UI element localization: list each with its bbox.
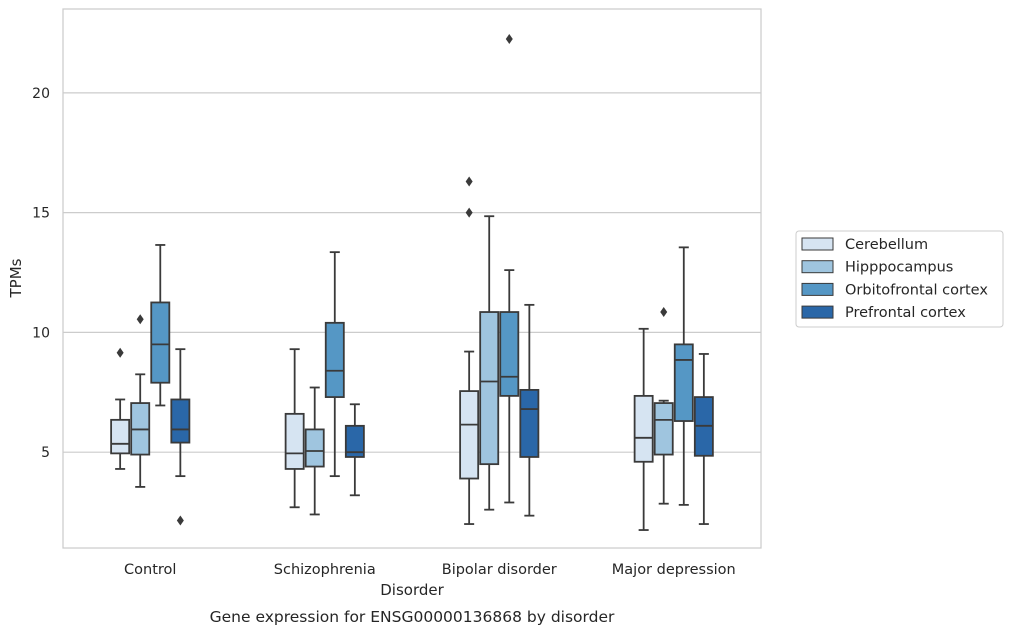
box-group xyxy=(150,244,171,407)
box-group xyxy=(324,251,345,478)
x-tick-label: Control xyxy=(124,562,176,578)
outlier-point xyxy=(116,347,124,358)
outlier-point xyxy=(505,33,513,44)
box xyxy=(673,343,694,422)
box xyxy=(479,311,500,466)
y-tick-label: 15 xyxy=(32,206,50,222)
box xyxy=(653,402,674,456)
legend-label: Prefrontal cortex xyxy=(845,305,966,321)
y-tick-labels: 5 10 15 20 xyxy=(32,86,50,461)
grid-lines xyxy=(63,92,761,453)
legend-swatch xyxy=(801,237,834,251)
box-group xyxy=(693,353,714,525)
legend-label: Hipppocampus xyxy=(845,260,953,276)
box-group xyxy=(459,176,480,525)
y-tick-label: 10 xyxy=(32,325,50,341)
box-group xyxy=(304,386,325,516)
box xyxy=(150,301,171,384)
legend-label: Cerebellum xyxy=(845,237,928,253)
box-group xyxy=(653,307,674,505)
box xyxy=(519,388,540,458)
box-layer xyxy=(110,33,714,531)
y-tick-label: 5 xyxy=(41,445,50,461)
legend-swatch xyxy=(801,260,834,274)
legend-swatch xyxy=(801,282,834,296)
legend-swatch xyxy=(801,305,834,319)
box xyxy=(110,418,131,455)
legend-label: Orbitofrontal cortex xyxy=(845,282,988,298)
x-axis-label: Disorder xyxy=(380,581,444,599)
y-axis-label: TPMs xyxy=(7,258,25,298)
box-group xyxy=(284,348,305,509)
x-tick-label: Schizophrenia xyxy=(274,562,376,578)
outlier-point xyxy=(176,515,184,526)
box xyxy=(633,394,654,463)
x-tick-label: Bipolar disorder xyxy=(442,562,557,578)
box xyxy=(459,390,480,480)
box-group xyxy=(479,215,500,511)
outlier-point xyxy=(465,207,473,218)
box-group xyxy=(499,33,520,504)
box-group xyxy=(673,246,694,506)
box-group xyxy=(170,348,191,526)
box-group xyxy=(633,327,654,531)
x-tick-label: Major depression xyxy=(612,562,736,578)
box-group xyxy=(110,347,131,470)
box xyxy=(284,412,305,470)
legend-frame xyxy=(795,230,1004,328)
box xyxy=(170,398,191,444)
chart-title: Gene expression for ENSG00000136868 by d… xyxy=(210,608,615,626)
box-group xyxy=(130,314,151,488)
box-group xyxy=(344,403,365,497)
box xyxy=(344,424,365,458)
box xyxy=(499,311,520,397)
plot-frame xyxy=(62,8,762,549)
outlier-point xyxy=(465,176,473,187)
y-tick-label: 20 xyxy=(32,86,50,102)
x-tick-labels: Control Schizophrenia Bipolar disorder Majo… xyxy=(124,562,736,578)
outlier-point xyxy=(136,314,144,325)
box xyxy=(324,321,345,398)
legend: Cerebellum Hipppocampus Orbitofrontal cort… xyxy=(795,230,1004,328)
box xyxy=(304,428,325,468)
outlier-point xyxy=(660,307,668,318)
box-group xyxy=(519,303,540,517)
